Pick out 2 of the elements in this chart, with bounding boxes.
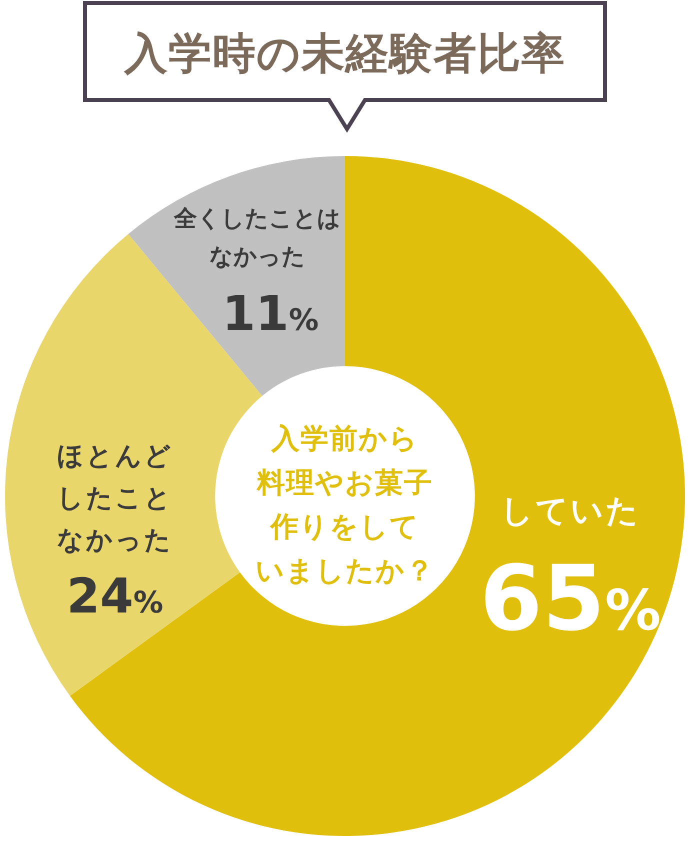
chart-title: 入学時の未経験者比率 bbox=[124, 29, 566, 79]
centre-question: 入学前から料理やお菓子作りをしていましたか？ bbox=[256, 422, 434, 588]
